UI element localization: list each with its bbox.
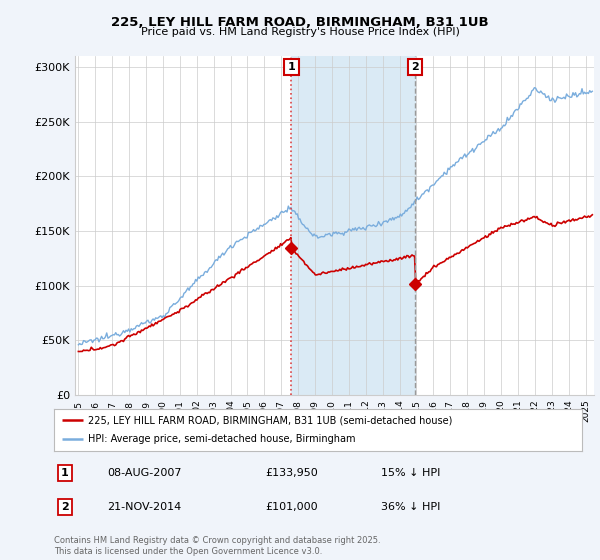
Text: 36% ↓ HPI: 36% ↓ HPI	[382, 502, 441, 512]
Text: 2: 2	[61, 502, 68, 512]
Text: 2: 2	[411, 62, 419, 72]
Bar	[292, 56, 415, 395]
Text: 15% ↓ HPI: 15% ↓ HPI	[382, 468, 441, 478]
Text: Price paid vs. HM Land Registry's House Price Index (HPI): Price paid vs. HM Land Registry's House …	[140, 27, 460, 37]
Text: 1: 1	[287, 62, 295, 72]
Text: £133,950: £133,950	[265, 468, 318, 478]
Text: 1: 1	[61, 468, 68, 478]
Text: 21-NOV-2014: 21-NOV-2014	[107, 502, 181, 512]
Text: HPI: Average price, semi-detached house, Birmingham: HPI: Average price, semi-detached house,…	[88, 435, 356, 445]
Text: 08-AUG-2007: 08-AUG-2007	[107, 468, 181, 478]
Text: £101,000: £101,000	[265, 502, 318, 512]
Text: Contains HM Land Registry data © Crown copyright and database right 2025.
This d: Contains HM Land Registry data © Crown c…	[54, 536, 380, 556]
Text: 225, LEY HILL FARM ROAD, BIRMINGHAM, B31 1UB (semi-detached house): 225, LEY HILL FARM ROAD, BIRMINGHAM, B31…	[88, 415, 452, 425]
Text: 225, LEY HILL FARM ROAD, BIRMINGHAM, B31 1UB: 225, LEY HILL FARM ROAD, BIRMINGHAM, B31…	[111, 16, 489, 29]
